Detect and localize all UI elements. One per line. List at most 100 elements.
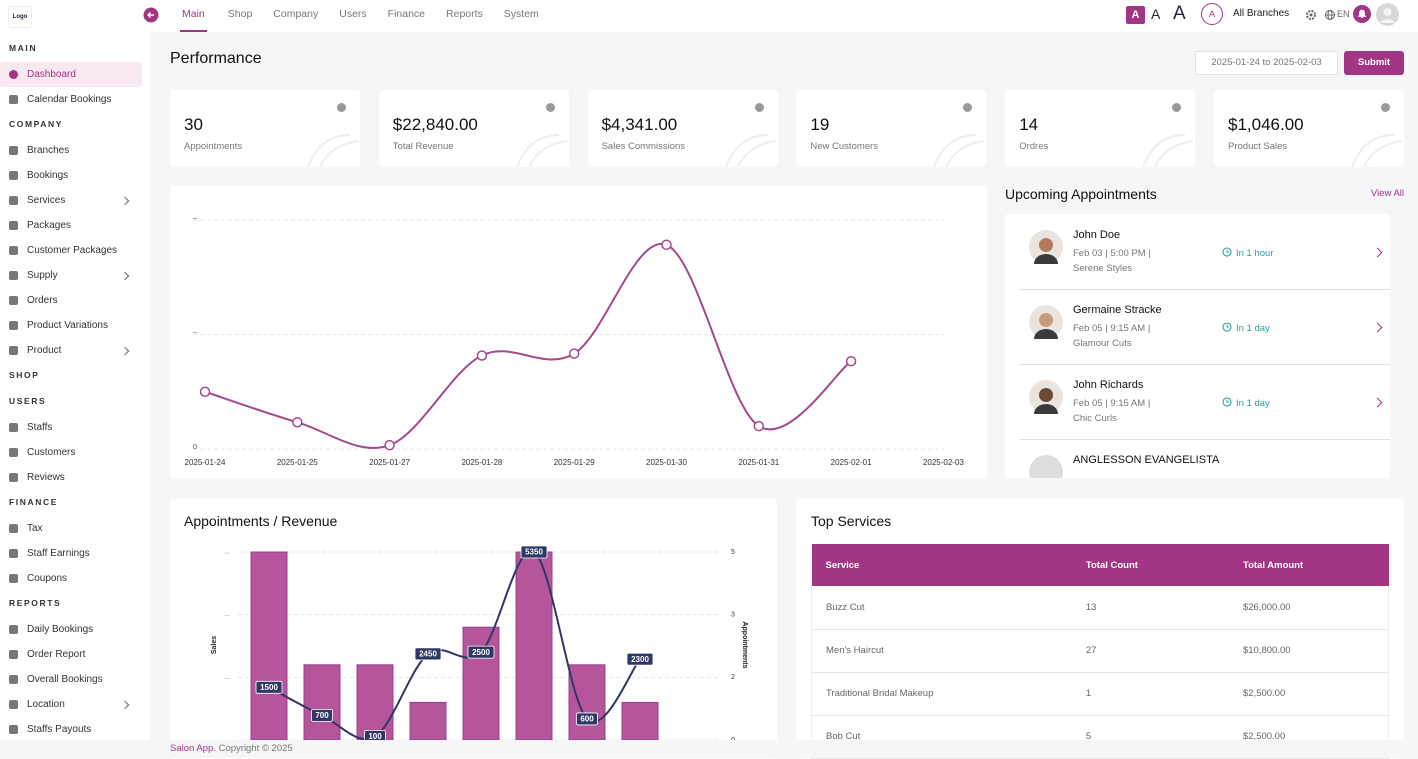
separator <box>1019 289 1390 290</box>
nav-item[interactable]: Staffs Payouts <box>0 717 142 742</box>
nav-item[interactable]: Customer Packages <box>0 238 142 263</box>
collapse-button[interactable] <box>143 7 159 23</box>
data-label-box <box>576 712 598 726</box>
nav-item[interactable]: Product <box>0 338 142 363</box>
view-all-link[interactable]: View All <box>1370 188 1404 199</box>
appointment-item[interactable]: John Richards Feb 05 | 9:15 AM | Chic Curl… <box>1005 364 1390 440</box>
appointment-item[interactable]: John Doe Feb 03 | 5:00 PM | Serene Styles I… <box>1005 214 1390 290</box>
table-cell: 27 <box>1085 645 1097 656</box>
section-title: USERS <box>9 396 47 406</box>
branch-selector[interactable]: All Branches <box>1233 8 1290 19</box>
chevron[interactable] <box>1372 247 1383 258</box>
table-cell: Traditional Bridal Makeup <box>826 688 934 699</box>
y-axis-title: Sales <box>211 636 218 654</box>
nav-item[interactable]: Supply <box>0 263 142 288</box>
nav-tab[interactable]: Finance <box>387 8 426 20</box>
chevron[interactable] <box>1372 397 1383 408</box>
nav-item[interactable]: Tax <box>0 516 142 541</box>
data-label: 600 <box>576 712 598 726</box>
nav-tab[interactable]: Reports <box>446 8 483 20</box>
data-label-box <box>414 647 442 661</box>
clock-face <box>1222 247 1232 257</box>
y-tick-label: 0 <box>193 442 197 451</box>
nav-item[interactable]: Coupons <box>0 566 142 591</box>
language-selector[interactable]: EN <box>1337 9 1350 19</box>
info-icon <box>754 103 764 112</box>
decoration-arc <box>1351 134 1403 167</box>
font-size-medium[interactable]: A <box>1151 6 1161 22</box>
stat-card: 19 New Customers <box>796 90 987 167</box>
nav-tab[interactable]: Users <box>339 8 367 20</box>
nav-item[interactable]: Staff Earnings <box>0 541 142 566</box>
nav-tab[interactable]: System <box>503 8 539 20</box>
footer-brand[interactable]: Salon App. <box>170 743 216 754</box>
nav-item[interactable]: Services <box>0 188 142 213</box>
data-label-text: 2300 <box>631 655 649 664</box>
submit-button[interactable]: Submit <box>1344 51 1404 75</box>
nav-icon <box>9 271 18 280</box>
footer-copyright: Copyright © 2025 <box>218 743 293 754</box>
user-avatar[interactable] <box>1376 3 1399 26</box>
nav-icon <box>9 574 18 583</box>
nav-item[interactable]: Packages <box>0 213 142 238</box>
upcoming-list: John Doe Feb 03 | 5:00 PM | Serene Styles I… <box>1005 214 1390 478</box>
nav-label: Coupons <box>27 573 68 584</box>
bar <box>568 664 606 741</box>
branch-avatar[interactable]: A <box>1201 3 1223 25</box>
nav-item[interactable]: Calendar Bookings <box>0 87 142 112</box>
data-label-text: 2450 <box>419 650 437 659</box>
time-until: In 1 hour <box>1222 247 1274 259</box>
nav-label: Supply <box>27 270 58 281</box>
clock-hands <box>1226 249 1229 253</box>
appointment-time: Feb 05 | 9:15 AM | <box>1073 323 1151 334</box>
table-cell: 1 <box>1085 688 1092 699</box>
top-services-card: Top Services Service Total Count Total Amo… <box>796 499 1404 759</box>
nav-item[interactable]: Order Report <box>0 642 142 667</box>
time-until: In 1 day <box>1222 322 1270 334</box>
chevron[interactable] <box>1372 322 1383 333</box>
data-label-box <box>311 709 333 722</box>
section-title: REPORTS <box>9 598 62 608</box>
data-label-text: 2500 <box>472 648 490 657</box>
nav-item[interactable]: Branches <box>0 138 142 163</box>
appointment-item[interactable]: Germaine Stracke Feb 05 | 9:15 AM | Glamou… <box>1005 289 1390 365</box>
stat-label: Appointments <box>184 141 243 152</box>
nav-icon <box>9 296 18 305</box>
nav-label: Branches <box>27 145 70 156</box>
nav-item[interactable]: Customers <box>0 440 142 465</box>
appointment-item[interactable]: ANGLESSON EVANGELISTAIn 1 week <box>1005 439 1390 478</box>
nav-label: Order Report <box>27 649 86 660</box>
data-label: 700 <box>311 709 333 722</box>
nav-tab[interactable]: Shop <box>227 8 253 20</box>
nav-item[interactable]: Product Variations <box>0 313 142 338</box>
stat-label: Product Sales <box>1228 141 1288 152</box>
section-title: SHOP <box>9 370 40 380</box>
nav-tab[interactable]: Company <box>273 8 319 20</box>
stat-label: Ordres <box>1019 141 1049 152</box>
font-size-small[interactable]: A <box>1126 6 1145 24</box>
bar <box>303 664 341 741</box>
nav-item[interactable]: Location <box>0 692 142 717</box>
nav-item[interactable]: Bookings <box>0 163 142 188</box>
stat-card: $4,341.00 Sales Commissions <box>587 90 778 167</box>
customer-name: Germaine Stracke <box>1073 304 1162 316</box>
nav-item[interactable]: Reviews <box>0 465 142 490</box>
logo[interactable]: Logo <box>8 6 32 28</box>
nav-item[interactable]: Staffs <box>0 415 142 440</box>
y-tick-label: – <box>193 213 198 222</box>
font-size-large[interactable]: A <box>1173 3 1186 24</box>
main-nav: Main Shop Company Users Finance Reports System <box>180 0 539 32</box>
nav-tab[interactable]: Main <box>180 0 207 32</box>
avatar-body <box>1034 404 1058 414</box>
notifications-button[interactable] <box>1353 5 1371 23</box>
nav-item[interactable]: Dashboard <box>0 62 142 87</box>
settings-icon[interactable] <box>1305 9 1317 21</box>
nav-item[interactable]: Orders <box>0 288 142 313</box>
stat-value: 19 <box>810 115 830 134</box>
nav-item[interactable]: Overall Bookings <box>0 667 142 692</box>
nav-item[interactable]: Daily Bookings <box>0 617 142 642</box>
data-point <box>199 386 211 397</box>
date-range-input[interactable]: 2025-01-24 to 2025-02-03 <box>1195 51 1338 75</box>
stat-value: $22,840.00 <box>392 115 478 134</box>
separator <box>1019 439 1390 440</box>
